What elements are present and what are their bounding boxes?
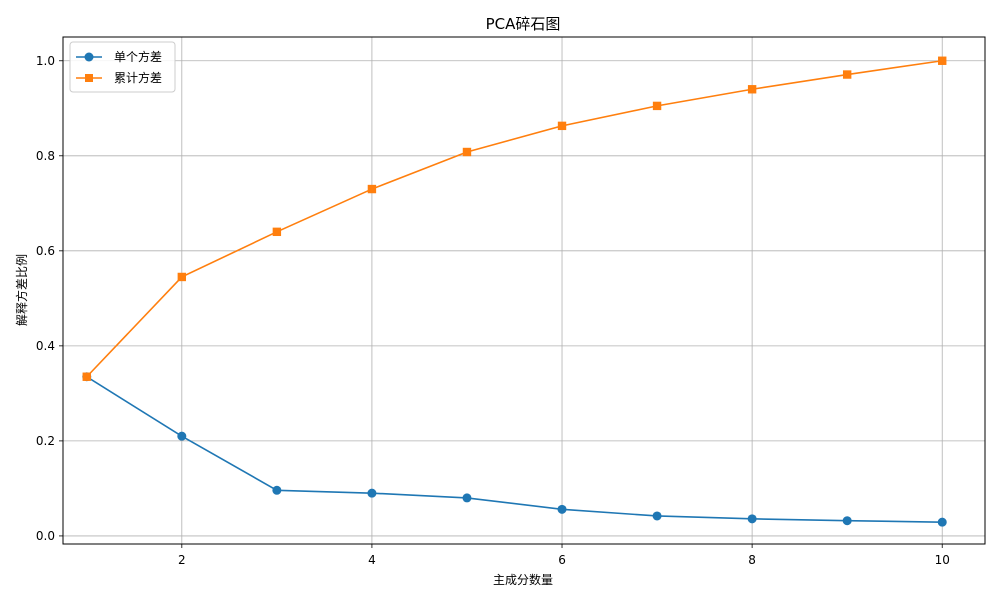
series-1-point	[747, 85, 757, 94]
y-axis-ticks: 0.0 0.2 0.4 0.6 0.8 1.0	[36, 54, 63, 543]
series-1-point	[367, 184, 377, 194]
y-tick-label: 0.8	[36, 149, 55, 163]
x-axis-ticks: 2 4 6 8 10	[178, 544, 950, 567]
y-tick-label: 1.0	[36, 54, 55, 68]
series-1-point	[82, 372, 91, 381]
y-tick-label: 0.6	[36, 244, 55, 258]
series-layer	[82, 56, 947, 527]
series-1-point	[177, 272, 187, 282]
x-tick-label: 10	[935, 553, 950, 567]
y-tick-label: 0.2	[36, 434, 55, 448]
series-line-0	[86, 376, 943, 523]
series-1-point	[462, 147, 472, 157]
series-0-point	[177, 431, 187, 441]
x-axis-label: 主成分数量	[493, 572, 553, 587]
series-0-point	[937, 517, 947, 527]
legend-marker-series-0	[84, 52, 94, 62]
series-0-point	[557, 504, 567, 514]
legend-box	[69, 41, 176, 93]
series-0-point	[842, 516, 852, 526]
series-0-point	[747, 514, 757, 524]
x-tick-label: 4	[368, 553, 376, 567]
series-1-point	[938, 56, 947, 65]
x-tick-label: 6	[558, 553, 566, 567]
plot-frame	[62, 36, 986, 545]
y-axis-label: 解释方差比例	[14, 254, 29, 326]
legend-label-series-0: 单个方差	[114, 49, 162, 64]
legend-label-series-1: 累计方差	[114, 70, 162, 85]
legend: 单个方差 累计方差	[69, 41, 176, 93]
series-1-point	[842, 70, 852, 79]
chart-title: PCA碎石图	[486, 15, 561, 33]
grid-lines	[63, 37, 985, 544]
x-tick-label: 8	[748, 553, 756, 567]
series-1-point	[652, 101, 662, 111]
series-1-point	[272, 227, 282, 237]
series-0-point	[462, 493, 472, 503]
legend-marker-series-1	[85, 74, 93, 82]
series-line-1	[86, 59, 943, 378]
series-0-point	[652, 511, 662, 521]
series-1-point	[557, 121, 567, 131]
y-tick-label: 0.0	[36, 529, 55, 543]
x-tick-label: 2	[178, 553, 186, 567]
series-0-point	[272, 485, 282, 495]
y-tick-label: 0.4	[36, 339, 55, 353]
series-0-point	[367, 488, 377, 498]
